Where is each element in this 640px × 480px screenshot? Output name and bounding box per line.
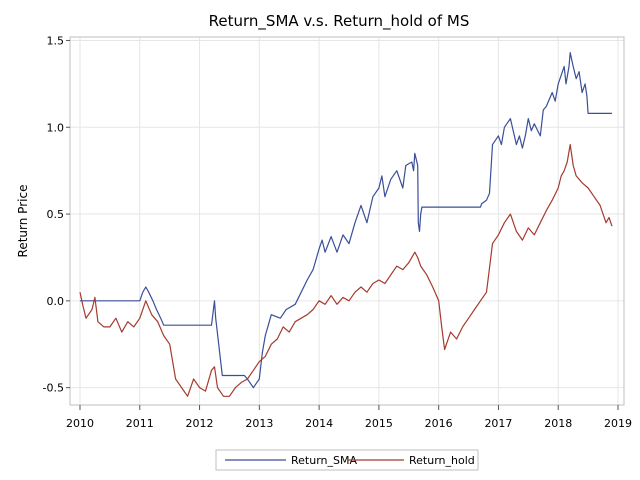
x-tick-label: 2010 (66, 417, 94, 430)
legend-box (215, 449, 479, 471)
legend: Return_SMA Return_hold (215, 449, 479, 471)
x-tick-label: 2018 (544, 417, 572, 430)
plot-frame (69, 36, 625, 406)
x-tick-label: 2012 (186, 417, 214, 430)
legend-label-return-hold: Return_hold (409, 454, 475, 467)
y-tick-label: -0.5 (43, 382, 64, 395)
x-tick-label: 2015 (365, 417, 393, 430)
series-line-return-sma (80, 51, 612, 389)
series-line-return-hold (79, 144, 613, 397)
y-tick-label: 0.0 (47, 295, 65, 308)
grid-layer (70, 37, 624, 405)
legend-label-return-sma: Return_SMA (291, 454, 357, 467)
y-tick-label: 1.5 (47, 34, 65, 47)
x-tick-label: 2016 (425, 417, 453, 430)
x-tick-label: 2011 (126, 417, 154, 430)
x-tick-label: 2014 (305, 417, 333, 430)
x-tick-label: 2013 (245, 417, 273, 430)
y-axis-label: Return Price (16, 185, 30, 258)
y-tick-label: 0.5 (47, 208, 65, 221)
chart-title: Return_SMA v.s. Return_hold of MS (209, 12, 470, 31)
y-tick-label: 1.0 (47, 121, 65, 134)
series-layer (79, 51, 613, 397)
x-tick-label: 2017 (484, 417, 512, 430)
x-tick-label: 2019 (604, 417, 632, 430)
axis-layer: -0.5 0.0 0.5 1.0 1.5 2010 2011 2012 2013 2014 2015… (43, 34, 632, 430)
